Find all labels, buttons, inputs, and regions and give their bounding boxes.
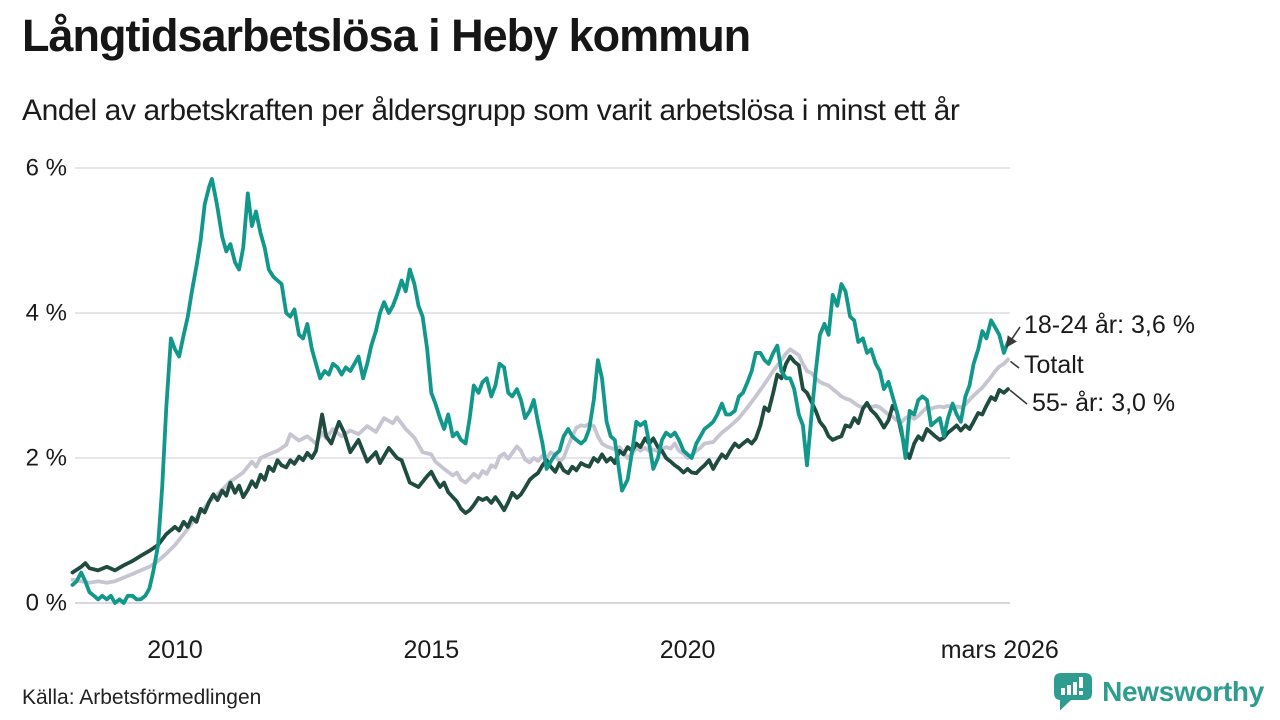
x-tick-label: mars 2026 <box>941 636 1059 664</box>
y-tick-label: 4 % <box>26 300 67 327</box>
y-tick-label: 0 % <box>26 590 67 617</box>
x-tick-label: 2020 <box>660 636 716 664</box>
page-subtitle: Andel av arbetskraften per åldersgrupp s… <box>22 94 960 127</box>
x-tick-label: 2015 <box>403 636 459 664</box>
series-end-label-total: Totalt <box>1024 351 1084 379</box>
source-note: Källa: Arbetsförmedlingen <box>22 686 262 709</box>
y-tick-label: 6 % <box>26 155 67 182</box>
gridlines <box>75 167 1010 604</box>
brand-logo: Newsworthy <box>1053 672 1264 712</box>
leader-line-total <box>1009 360 1020 369</box>
series-end-label-older: 55- år: 3,0 % <box>1032 389 1175 417</box>
series-end-label-youth: 18-24 år: 3,6 % <box>1024 311 1195 339</box>
brand-name: Newsworthy <box>1102 676 1264 707</box>
series-line-youth <box>70 176 1010 605</box>
series-lines <box>70 176 1010 605</box>
newsworthy-bubble-chart-icon <box>1054 673 1093 711</box>
series-line-older <box>70 354 1010 575</box>
axis-labels: 0 % 2 % 4 % 6 % 2010 2015 2020 mars 2026 <box>26 155 1059 665</box>
leader-line-older <box>1009 389 1028 405</box>
page-title: Långtidsarbetslösa i Heby kommun <box>22 10 751 61</box>
leader-line-youth <box>1005 326 1021 348</box>
x-tick-label: 2010 <box>147 636 203 664</box>
y-tick-label: 2 % <box>26 445 67 472</box>
series-end-annotations: 18-24 år: 3,6 % Totalt 55- år: 3,0 % <box>1005 311 1195 417</box>
series-line-total <box>70 347 1010 585</box>
